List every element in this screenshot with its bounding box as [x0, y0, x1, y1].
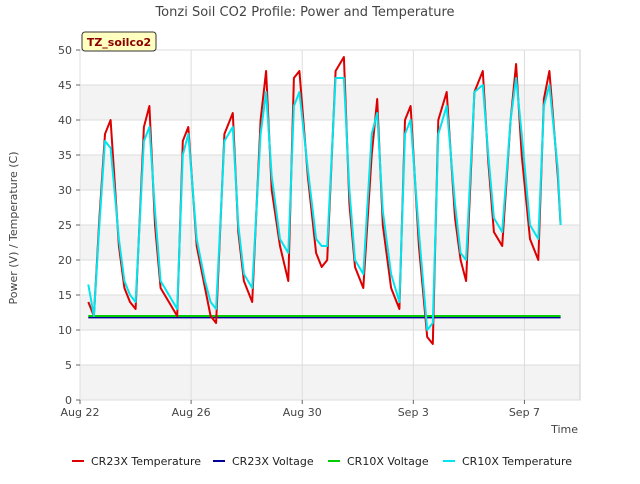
- background-band: [80, 85, 580, 120]
- x-axis-ticks: Aug 22 Aug 26 Aug 30 Sep 3 Sep 7: [61, 400, 540, 419]
- x-tick-label: Aug 26: [172, 406, 211, 419]
- x-tick-label: Sep 3: [398, 406, 429, 419]
- x-axis-label: Time: [550, 423, 578, 436]
- x-tick-label: Sep 7: [509, 406, 540, 419]
- station-label-box: TZ_soilco2: [81, 31, 157, 52]
- background-band: [80, 365, 580, 400]
- legend-label: CR10X Temperature: [462, 455, 572, 468]
- y-tick-label: 40: [58, 114, 72, 127]
- station-label: TZ_soilco2: [87, 36, 151, 49]
- y-tick-label: 30: [58, 184, 72, 197]
- background-band: [80, 295, 580, 330]
- y-axis-label: Power (V) / Temperature (C): [7, 151, 20, 304]
- background-band: [80, 330, 580, 365]
- x-tick-label: Aug 30: [283, 406, 322, 419]
- plot-background-bands: [80, 50, 580, 400]
- legend: CR23X Temperature CR23X Voltage CR10X Volt…: [72, 455, 572, 468]
- background-band: [80, 50, 580, 85]
- chart-title: Tonzi Soil CO2 Profile: Power and Temper…: [154, 5, 454, 20]
- y-tick-label: 20: [58, 254, 72, 267]
- legend-item-cr23x-temperature: CR23X Temperature: [72, 455, 201, 468]
- legend-item-cr10x-voltage: CR10X Voltage: [328, 455, 429, 468]
- legend-item-cr23x-voltage: CR23X Voltage: [213, 455, 314, 468]
- y-axis-ticks: 0 5 10 15 20 25 30 35 40 45 50: [58, 44, 80, 407]
- background-band: [80, 260, 580, 295]
- y-tick-label: 5: [65, 359, 72, 372]
- background-band: [80, 120, 580, 155]
- legend-label: CR23X Temperature: [91, 455, 201, 468]
- legend-label: CR10X Voltage: [347, 455, 429, 468]
- y-tick-label: 35: [58, 149, 72, 162]
- y-tick-label: 45: [58, 79, 72, 92]
- legend-label: CR23X Voltage: [232, 455, 314, 468]
- y-tick-label: 50: [58, 44, 72, 57]
- y-tick-label: 0: [65, 394, 72, 407]
- y-tick-label: 25: [58, 219, 72, 232]
- x-tick-label: Aug 22: [61, 406, 100, 419]
- y-tick-label: 10: [58, 324, 72, 337]
- background-band: [80, 225, 580, 260]
- series-layer: [87, 56, 562, 345]
- series-line-cr10x-temperature: [87, 77, 562, 331]
- legend-item-cr10x-temperature: CR10X Temperature: [443, 455, 572, 468]
- y-tick-label: 15: [58, 289, 72, 302]
